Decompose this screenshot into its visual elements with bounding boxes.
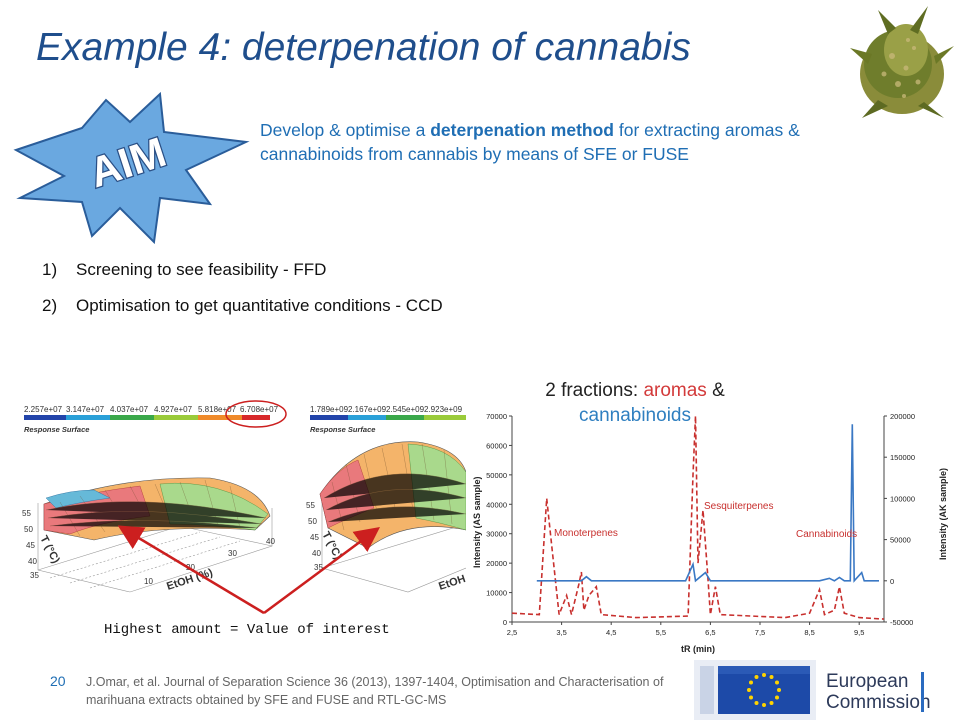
eu-star-icon [777,688,781,692]
eu-star-icon [749,695,753,700]
y-tick-left: 60000 [486,441,507,450]
aim-bold-term: deterpenation method [430,120,614,140]
y-tick-left: 10000 [486,589,507,598]
x-tick: 4,5 [606,628,616,637]
eu-star-icon [769,701,774,705]
eu-flag-icon [694,660,816,720]
right-legend-tick: 2.167e+09 [348,405,387,414]
right-y-axis-label: T (°C) [319,530,344,562]
ec-logo-flag [694,660,816,720]
eu-star-icon [762,703,766,707]
x-tick: 7,5 [755,628,765,637]
left-legend-tick: 4.037e+07 [110,405,149,414]
left-z-tick: 35 [30,571,39,580]
right-z-tick: 45 [310,533,319,542]
left-x-tick: 20 [186,563,195,572]
eu-star-icon [775,695,779,700]
left-z-tick: 50 [24,525,33,534]
left-z-tick: 45 [26,541,35,550]
y-tick-left: 40000 [486,500,507,509]
y-tick-left: 20000 [486,559,507,568]
y-tick-left: 30000 [486,530,507,539]
highest-amount-caption: Highest amount = Value of interest [104,622,390,638]
eu-star-icon [749,680,753,685]
eu-star-icon [769,675,774,679]
cannabis-photo [850,6,954,118]
aim-badge: AIM [13,91,250,245]
y-tick-left: 0 [503,618,507,627]
right-z-tick: 40 [312,549,321,558]
eu-star-icon [754,701,759,705]
eu-star-icon [762,673,766,677]
x-axis-label: tR (min) [681,644,715,654]
y-tick-right: 100000 [890,494,915,503]
left-surface-plot: 2.257e+07 3.147e+07 4.037e+07 4.927e+07 … [22,400,287,593]
left-y-axis-label: T (°C) [37,534,62,566]
y-tick-right: -50000 [890,618,913,627]
series-as-sample-line [511,415,885,620]
right-surface-plot: 1.789e+09 2.167e+09 2.545e+09 2.923e+09 … [306,405,466,593]
left-legend-tick: 2.257e+07 [24,405,63,414]
x-tick: 6,5 [705,628,715,637]
highlight-circle [225,400,287,428]
citation: J.Omar, et al. Journal of Separation Sci… [86,675,664,707]
left-legend-tick: 6.708e+07 [240,405,279,414]
right-x-axis-label: EtOH [437,573,466,593]
x-tick: 2,5 [507,628,517,637]
left-legend-title: Response Surface [24,425,89,434]
left-legend-tick: 5.818e+07 [198,405,237,414]
right-z-tick: 55 [306,501,315,510]
step-item: 2) Optimisation to get quantitative condi… [42,296,443,315]
x-tick: 3,5 [556,628,566,637]
cannabis-bud-icon [850,6,954,118]
right-z-tick: 50 [308,517,317,526]
right-legend-title: Response Surface [310,425,375,434]
annotation-cannabinoids: Cannabinoids [796,529,857,540]
eu-star-icon [747,688,751,692]
left-legend-tick: 4.927e+07 [154,405,193,414]
x-tick: 5,5 [656,628,666,637]
fractions-caption: 2 fractions: aromas & cannabinoids [545,380,725,426]
right-legend-tick: 2.545e+09 [386,405,425,414]
ec-logo-text: European Commission [826,671,931,713]
left-legend-tick: 3.147e+07 [66,405,105,414]
x-tick: 8,5 [804,628,814,637]
left-x-tick: 30 [228,549,237,558]
step-item: 1) Screening to see feasibility - FFD [42,260,327,279]
right-legend-tick: 1.789e+09 [310,405,349,414]
y-tick-left: 70000 [486,412,507,421]
annotation-sesquiterpenes: Sesquiterpenes [704,501,774,512]
left-z-tick: 55 [22,509,31,518]
y-tick-right: 0 [890,577,894,586]
slide-title: Example 4: deterpenation of cannabis [36,26,691,69]
left-surface-legend-bar [24,415,270,420]
y-tick-left: 50000 [486,471,507,480]
aim-description: Develop & optimise a deterpenation metho… [260,120,800,164]
eu-star-icon [775,680,779,685]
y-axis-right-label: Intensity (AK sample) [938,468,948,560]
slide-number: 20 [50,673,66,689]
annotation-monoterpenes: Monoterpenes [554,528,618,539]
right-z-tick: 35 [314,563,323,572]
eu-star-icon [754,675,759,679]
left-z-tick: 40 [28,557,37,566]
y-tick-right: 50000 [890,536,911,545]
starburst-icon [13,91,250,245]
right-surface-legend-bar [310,415,466,420]
chromatogram-chart: 0 10000 20000 30000 40000 50000 60000 70000 -500… [472,412,948,654]
right-legend-tick: 2.923e+09 [424,405,463,414]
series-ak-sample-line [536,424,879,583]
left-x-tick: 10 [144,577,153,586]
ec-logo-bar [921,672,924,712]
y-tick-right: 150000 [890,453,915,462]
y-tick-right: 200000 [890,412,915,421]
x-tick: 9,5 [854,628,864,637]
left-x-tick: 40 [266,537,275,546]
y-axis-left-label: Intensity (AS sample) [472,476,482,568]
